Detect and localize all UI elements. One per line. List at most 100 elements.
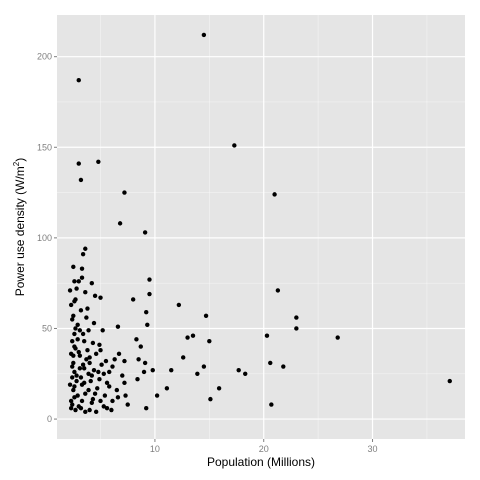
data-point: [77, 366, 83, 371]
data-point: [164, 386, 170, 391]
y-axis-ticks: 0 50 100 150 200: [37, 52, 57, 424]
data-point: [150, 367, 155, 373]
data-point: [264, 333, 270, 338]
data-point: [181, 355, 186, 360]
data-point: [100, 328, 105, 333]
data-point: [90, 396, 96, 402]
data-point: [77, 328, 83, 333]
data-point: [70, 364, 75, 369]
data-point: [85, 306, 90, 311]
data-point: [103, 358, 109, 364]
data-point: [135, 377, 140, 382]
data-point: [83, 409, 88, 415]
data-point: [190, 333, 196, 338]
data-point: [101, 404, 106, 409]
data-point: [86, 387, 91, 393]
data-point: [75, 393, 80, 398]
data-point: [76, 78, 81, 83]
data-point: [73, 407, 78, 413]
data-point: [144, 309, 149, 315]
data-point: [141, 369, 147, 375]
y-tick-label: 50: [42, 323, 52, 333]
data-point: [82, 338, 87, 344]
data-point: [142, 360, 148, 366]
data-point: [122, 358, 127, 364]
data-point: [72, 369, 77, 375]
data-point: [71, 264, 76, 270]
data-point: [68, 398, 74, 404]
data-point: [269, 402, 274, 407]
data-point: [89, 280, 95, 286]
data-point: [110, 398, 115, 404]
data-point: [272, 192, 277, 197]
data-point: [75, 322, 80, 328]
y-axis-title: Power use density (W/m2): [12, 158, 27, 297]
data-point: [92, 391, 98, 396]
data-point: [104, 405, 110, 411]
data-point: [68, 405, 74, 411]
x-tick-label: 20: [259, 444, 269, 454]
data-point: [98, 398, 103, 404]
data-point: [96, 159, 101, 164]
data-point: [79, 266, 85, 271]
data-point: [72, 279, 77, 284]
data-point: [294, 315, 299, 320]
data-point: [73, 346, 78, 351]
data-point: [90, 340, 96, 346]
data-point: [216, 386, 222, 391]
data-point: [89, 400, 95, 405]
data-point: [243, 371, 248, 376]
data-point: [76, 349, 81, 355]
data-point: [208, 396, 213, 402]
data-point: [86, 371, 91, 376]
data-point: [122, 190, 127, 195]
data-point: [70, 375, 75, 380]
data-point: [91, 367, 97, 373]
data-point: [97, 377, 102, 382]
data-point: [115, 395, 121, 400]
data-point: [91, 320, 97, 326]
data-point: [83, 246, 88, 251]
data-point: [79, 398, 85, 404]
data-point: [110, 364, 115, 369]
data-point: [74, 373, 79, 378]
data-point: [98, 295, 103, 300]
data-point: [76, 279, 81, 284]
data-point: [114, 387, 120, 393]
data-point: [92, 293, 98, 299]
data-point: [84, 357, 89, 362]
data-point: [67, 288, 73, 293]
data-point: [93, 409, 99, 415]
data-point: [71, 313, 76, 318]
data-point: [112, 357, 117, 362]
data-point: [294, 326, 299, 331]
y-axis-title-main: Power use density (W/m: [13, 166, 27, 296]
data-point: [268, 360, 273, 366]
data-point: [87, 407, 92, 413]
data-point: [93, 351, 99, 357]
data-point: [67, 382, 73, 387]
y-tick-label: 150: [37, 142, 52, 152]
y-tick-label: 100: [37, 233, 52, 243]
data-point: [99, 362, 104, 367]
data-point: [123, 393, 128, 398]
data-point: [70, 317, 75, 322]
data-point: [97, 342, 102, 347]
data-point: [87, 355, 92, 360]
data-point: [117, 221, 123, 226]
plot-panel: [57, 15, 465, 439]
data-point: [72, 331, 77, 337]
data-point: [78, 375, 84, 380]
data-point: [134, 337, 139, 342]
data-point: [71, 387, 76, 393]
data-point: [109, 407, 114, 413]
data-point: [83, 391, 88, 396]
data-point: [72, 299, 77, 304]
data-point: [71, 353, 76, 358]
data-point: [169, 367, 174, 373]
major-gridlines: [57, 15, 465, 439]
data-point: [116, 351, 122, 357]
data-point: [142, 230, 148, 235]
data-point: [335, 335, 340, 340]
